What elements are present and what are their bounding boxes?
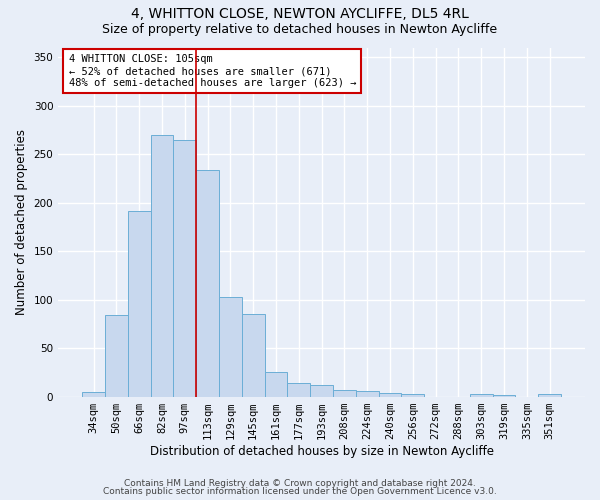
X-axis label: Distribution of detached houses by size in Newton Aycliffe: Distribution of detached houses by size … bbox=[149, 444, 494, 458]
Bar bbox=[151, 135, 173, 396]
Bar bbox=[333, 390, 356, 396]
Bar bbox=[82, 392, 105, 396]
Text: Contains public sector information licensed under the Open Government Licence v3: Contains public sector information licen… bbox=[103, 487, 497, 496]
Y-axis label: Number of detached properties: Number of detached properties bbox=[15, 129, 28, 315]
Bar bbox=[128, 212, 151, 396]
Bar bbox=[287, 383, 310, 396]
Text: Size of property relative to detached houses in Newton Aycliffe: Size of property relative to detached ho… bbox=[103, 22, 497, 36]
Text: Contains HM Land Registry data © Crown copyright and database right 2024.: Contains HM Land Registry data © Crown c… bbox=[124, 478, 476, 488]
Bar bbox=[105, 315, 128, 396]
Text: 4 WHITTON CLOSE: 105sqm
← 52% of detached houses are smaller (671)
48% of semi-d: 4 WHITTON CLOSE: 105sqm ← 52% of detache… bbox=[69, 54, 356, 88]
Bar bbox=[493, 394, 515, 396]
Bar bbox=[173, 140, 196, 396]
Text: 4, WHITTON CLOSE, NEWTON AYCLIFFE, DL5 4RL: 4, WHITTON CLOSE, NEWTON AYCLIFFE, DL5 4… bbox=[131, 8, 469, 22]
Bar bbox=[265, 372, 287, 396]
Bar bbox=[356, 391, 379, 396]
Bar bbox=[470, 394, 493, 396]
Bar bbox=[379, 392, 401, 396]
Bar bbox=[310, 385, 333, 396]
Bar bbox=[196, 170, 219, 396]
Bar bbox=[401, 394, 424, 396]
Bar bbox=[219, 296, 242, 396]
Bar bbox=[242, 314, 265, 396]
Bar bbox=[538, 394, 561, 396]
